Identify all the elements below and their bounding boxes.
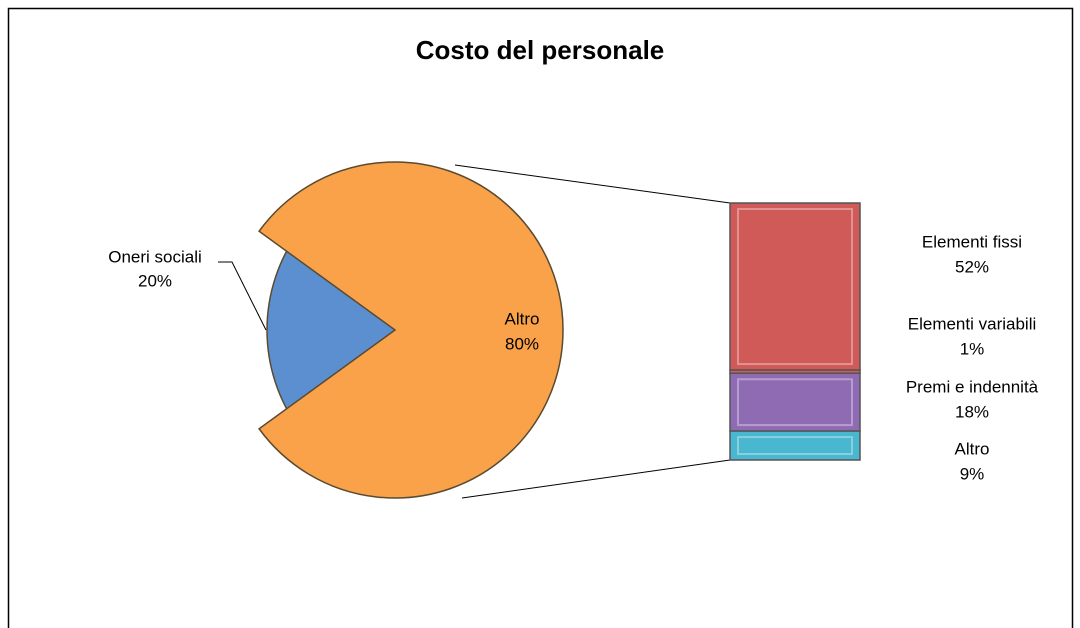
- pie-label-name: Oneri sociali: [108, 247, 202, 266]
- bar-label-name: Elementi fissi: [922, 232, 1022, 251]
- leader-line: [218, 261, 267, 331]
- bar-label-value: 1%: [960, 339, 985, 358]
- bar-bevel: [737, 436, 853, 455]
- bar-label-name: Premi e indennità: [906, 377, 1039, 396]
- connector-line: [461, 459, 731, 499]
- bar-bevel: [737, 208, 853, 366]
- bar-label-value: 52%: [955, 257, 989, 276]
- bar-segment: [729, 372, 861, 432]
- pie-label-value: 20%: [138, 271, 172, 290]
- bar-label-name: Altro: [955, 439, 990, 458]
- chart-frame: [7, 7, 1074, 628]
- bar-label-value: 18%: [955, 402, 989, 421]
- bar-bevel: [737, 378, 853, 427]
- bar-segment: [729, 430, 861, 461]
- pie-label-value: 80%: [505, 334, 539, 353]
- bar-segment: [729, 202, 861, 371]
- connector-line: [454, 164, 731, 204]
- chart-title: Costo del personale: [416, 35, 665, 65]
- bar-label-value: 9%: [960, 464, 985, 483]
- bar-label-name: Elementi variabili: [908, 314, 1037, 333]
- pie-slice: [258, 161, 564, 499]
- pie-label-name: Altro: [505, 309, 540, 328]
